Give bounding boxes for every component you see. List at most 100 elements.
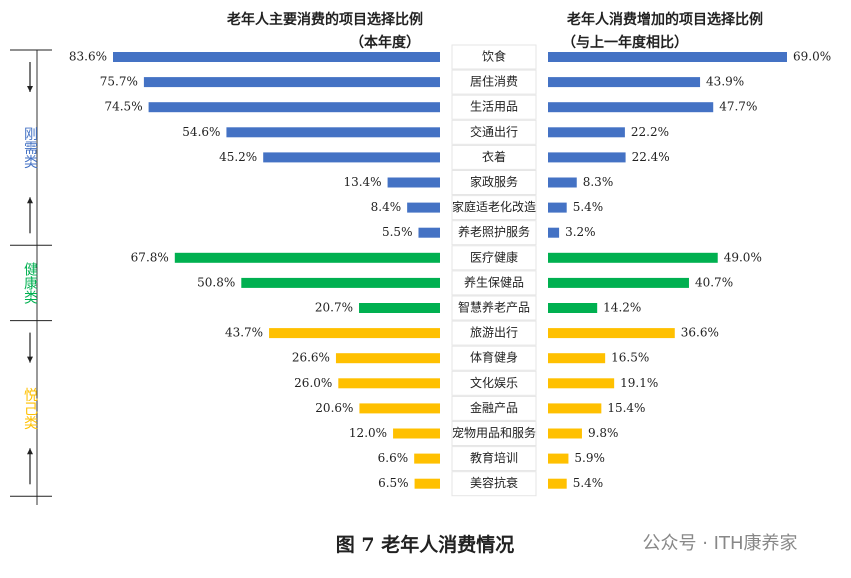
value-label: 26.0% [294,376,332,390]
value-label: 3.2% [565,225,596,239]
bar-left [269,328,440,339]
value-label: 67.8% [131,250,169,264]
value-label: 40.7% [695,275,733,289]
category-label: 旅游出行 [470,326,518,340]
arrow-head [27,86,33,92]
right-title: 老年人消费增加的项目选择比例 [567,11,763,28]
value-label: 13.4% [343,175,381,189]
bar-right [548,277,689,288]
bar-right [548,202,567,213]
category-label: 宠物用品和服务 [452,425,536,440]
bar-left [387,177,440,188]
category-box [451,144,537,170]
bar-right [548,353,606,364]
value-label: 49.0% [724,250,762,264]
category-label: 家庭适老化改造 [452,199,536,214]
value-label: 19.1% [620,376,658,390]
bar-right [548,77,701,88]
category-box [451,345,537,371]
group-label: 刚需类 [22,127,38,169]
value-label: 47.7% [719,100,757,114]
bar-left [226,127,440,138]
caption: 图 7 老年人消费情况 [336,533,514,556]
category-label: 体育健身 [470,350,518,365]
value-label: 5.4% [573,476,604,490]
category-label: 养生保健品 [464,274,524,289]
bar-left [418,227,440,238]
bar-right [548,378,615,389]
bar-right [548,52,787,62]
category-label: 文化娱乐 [470,375,518,390]
bar-right [548,328,675,339]
value-label: 9.8% [588,426,619,440]
group-label: 悦己类 [22,387,38,429]
arrow-head [27,448,33,455]
bar-left [414,453,440,464]
bar-left [335,353,440,364]
category-box [451,94,537,120]
value-label: 6.5% [378,476,409,490]
category-box [451,44,537,70]
category-box [451,395,537,421]
value-label: 74.5% [104,100,142,114]
bar-left [338,378,440,389]
category-label: 衣着 [482,149,506,164]
right-subtitle: （与上一年度相比） [562,34,688,51]
value-label: 75.7% [100,75,138,89]
value-label: 8.4% [371,200,402,214]
value-label: 6.6% [378,451,409,465]
bar-left [393,428,440,439]
value-label: 16.5% [611,351,649,365]
bar-right [548,127,625,138]
bar-left [174,252,440,263]
value-label: 50.8% [197,275,235,289]
bar-left [148,102,441,113]
bar-left [241,277,440,288]
value-label: 5.5% [382,225,413,239]
category-box [451,270,537,296]
value-label: 8.3% [583,175,614,189]
left-title: 老年人主要消费的项目选择比例 [227,11,423,28]
left-subtitle: （本年度） [350,34,420,51]
value-label: 15.4% [607,401,645,415]
bar-left [143,77,441,88]
bar-right [548,478,567,489]
bar-left [359,303,440,313]
category-box [451,245,537,271]
category-box [451,446,537,472]
value-label: 20.7% [315,301,353,315]
bar-left [359,403,440,414]
value-label: 5.4% [573,200,604,214]
value-label: 43.7% [225,326,263,340]
category-box [451,220,537,246]
category-box [451,69,537,95]
category-label: 金融产品 [470,400,518,415]
category-label: 家政服务 [470,174,518,189]
bar-right [548,252,718,263]
category-box [451,195,537,221]
value-label: 43.9% [706,75,744,89]
value-label: 54.6% [182,125,220,139]
value-label: 5.9% [574,451,605,465]
bar-left [113,52,440,62]
category-label: 医疗健康 [470,249,518,264]
value-label: 22.2% [631,125,669,139]
category-box [451,119,537,145]
bar-right [548,152,626,163]
bar-right [548,403,602,414]
value-label: 14.2% [603,301,641,315]
bar-right [548,227,560,238]
value-label: 12.0% [349,426,387,440]
watermark: 公众号 · ITH康养家 [642,533,797,554]
category-label: 智慧养老产品 [458,300,530,315]
category-box [451,170,537,195]
bar-right [548,102,714,113]
value-label: 22.4% [632,150,670,164]
value-label: 26.6% [292,351,330,365]
arrow-head [27,356,33,363]
category-label: 养老照护服务 [458,224,530,239]
bar-left [414,478,440,489]
category-box [451,471,537,497]
category-label: 教育培训 [470,450,518,465]
